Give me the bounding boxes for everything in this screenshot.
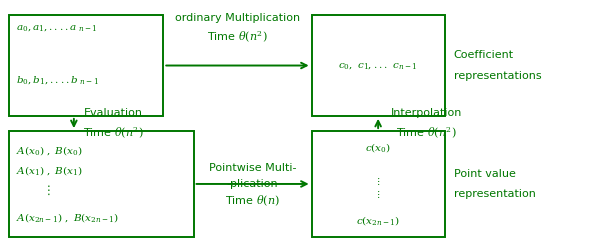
Text: $a_0,a_1,....a_{\ n-1}$: $a_0,a_1,....a_{\ n-1}$ (16, 23, 98, 33)
Bar (312, 15, 445, 116)
Text: representations: representations (454, 71, 541, 81)
Text: $b_0,b_1,....b_{\ n-1}$: $b_0,b_1,....b_{\ n-1}$ (16, 74, 99, 86)
Text: $\vdots$: $\vdots$ (376, 176, 381, 187)
Text: $A(x_{2n-1})\ ,\ B(x_{2n-1})$: $A(x_{2n-1})\ ,\ B(x_{2n-1})$ (16, 211, 119, 224)
Text: Coefficient: Coefficient (454, 50, 514, 60)
Text: Time $\theta(n^2)$: Time $\theta(n^2)$ (396, 126, 457, 141)
Text: Time $\theta(n)$: Time $\theta(n)$ (225, 193, 280, 208)
Bar (9, 15, 163, 116)
Text: Point value: Point value (454, 169, 515, 179)
Text: representation: representation (454, 189, 535, 199)
Text: ordinary Multiplication: ordinary Multiplication (175, 13, 300, 23)
Text: Interpolation: Interpolation (391, 108, 462, 118)
Text: Time $\theta(n^2)$: Time $\theta(n^2)$ (207, 30, 268, 45)
Text: $A(x_1)\ ,\ B(x_1)$: $A(x_1)\ ,\ B(x_1)$ (16, 164, 83, 177)
Text: Time $\theta(n^2)$: Time $\theta(n^2)$ (83, 126, 143, 141)
Bar (9, 131, 194, 237)
Text: Pointwise Multi-: Pointwise Multi- (209, 163, 296, 173)
Text: $c(x_0)$: $c(x_0)$ (365, 141, 391, 154)
Text: $A(x_0)\ ,\ B(x_0)$: $A(x_0)\ ,\ B(x_0)$ (16, 144, 83, 157)
Text: -plication: -plication (227, 179, 278, 189)
Text: $c_0,\ c_1,...\ c_{n-1}$: $c_0,\ c_1,...\ c_{n-1}$ (338, 60, 418, 71)
Text: Evaluation: Evaluation (83, 108, 143, 118)
Text: $c(x_{2n-1})$: $c(x_{2n-1})$ (356, 214, 400, 227)
Bar (312, 131, 445, 237)
Text: $\vdots$: $\vdots$ (42, 184, 51, 197)
Text: $\vdots$: $\vdots$ (376, 188, 381, 200)
